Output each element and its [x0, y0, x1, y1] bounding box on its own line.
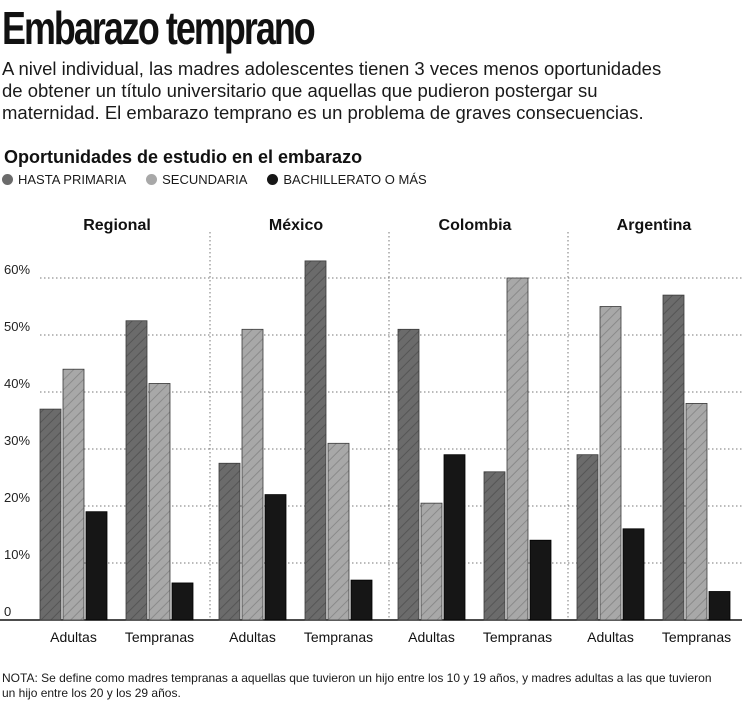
bar-regional-tempranas-primaria [125, 320, 148, 621]
y-tick-label: 60% [4, 262, 30, 277]
x-group-label: Adultas [408, 629, 455, 645]
bar-colombia-tempranas-bachillerato [529, 539, 552, 621]
bar-méxico-tempranas-primaria [304, 260, 327, 621]
x-group-label: Tempranas [304, 629, 373, 645]
bar-argentina-tempranas-bachillerato [708, 591, 731, 621]
bar-méxico-adultas-primaria [218, 462, 241, 621]
legend-swatch-secundaria [146, 174, 158, 185]
y-tick-label: 0 [4, 604, 11, 619]
legend-swatch-primaria [2, 174, 13, 185]
y-tick-label: 40% [4, 376, 30, 391]
bar-argentina-adultas-secundaria [599, 306, 622, 621]
x-group-label: Adultas [587, 629, 634, 645]
bar-argentina-adultas-primaria [576, 454, 599, 621]
x-group-label: Tempranas [483, 629, 552, 645]
panel-title: México [269, 217, 323, 234]
bar-colombia-adultas-bachillerato [443, 454, 466, 621]
bar-chart: 0 10% 20% 30% 40% 50% 60% Regional Adultas Tempra… [0, 217, 742, 645]
x-group-label: Adultas [229, 629, 276, 645]
y-tick-label: 30% [4, 433, 30, 448]
bar-méxico-tempranas-secundaria [327, 442, 350, 621]
legend-label-bachillerato: BACHILLERATO O MÁS [283, 172, 427, 187]
x-group-label: Adultas [50, 629, 97, 645]
bar-méxico-tempranas-bachillerato [350, 579, 373, 621]
bar-méxico-adultas-bachillerato [264, 494, 287, 621]
y-tick-label: 50% [4, 319, 30, 334]
legend-label-secundaria: SECUNDARIA [162, 172, 248, 187]
chart-title: Oportunidades de estudio en el embarazo [4, 147, 363, 167]
bar-argentina-tempranas-primaria [662, 294, 685, 621]
panel-title: Colombia [439, 217, 512, 234]
bar-regional-adultas-bachillerato [85, 511, 108, 621]
bar-colombia-tempranas-primaria [483, 471, 506, 621]
legend-item-bachillerato: BACHILLERATO O MÁS [267, 172, 427, 187]
bar-regional-tempranas-secundaria [148, 383, 171, 621]
bar-argentina-adultas-bachillerato [622, 528, 645, 621]
x-group-label: Tempranas [125, 629, 194, 645]
footnote: NOTA: Se define como madres tempranas a … [2, 671, 712, 700]
y-tick-label: 20% [4, 490, 30, 505]
bar-regional-adultas-secundaria [62, 368, 85, 621]
legend: HASTA PRIMARIA SECUNDARIA BACHILLERATO O… [2, 172, 427, 187]
page-title: Embarazo temprano [2, 2, 316, 54]
legend-item-secundaria: SECUNDARIA [146, 172, 247, 187]
panel-title: Argentina [617, 217, 692, 234]
bar-argentina-tempranas-secundaria [685, 402, 708, 621]
bar-regional-tempranas-bachillerato [171, 582, 194, 621]
legend-swatch-bachillerato [267, 174, 279, 185]
legend-item-primaria: HASTA PRIMARIA [2, 172, 126, 187]
y-tick-label: 10% [4, 547, 30, 562]
panel-title: Regional [83, 217, 151, 234]
bar-regional-adultas-primaria [39, 408, 62, 621]
legend-label-primaria: HASTA PRIMARIA [18, 172, 127, 187]
bar-méxico-adultas-secundaria [241, 328, 264, 621]
page-subtitle: A nivel individual, las madres adolescen… [2, 58, 662, 123]
bar-colombia-adultas-secundaria [420, 502, 443, 621]
bar-colombia-adultas-primaria [397, 328, 420, 621]
x-group-label: Tempranas [662, 629, 731, 645]
bar-colombia-tempranas-secundaria [506, 277, 529, 621]
